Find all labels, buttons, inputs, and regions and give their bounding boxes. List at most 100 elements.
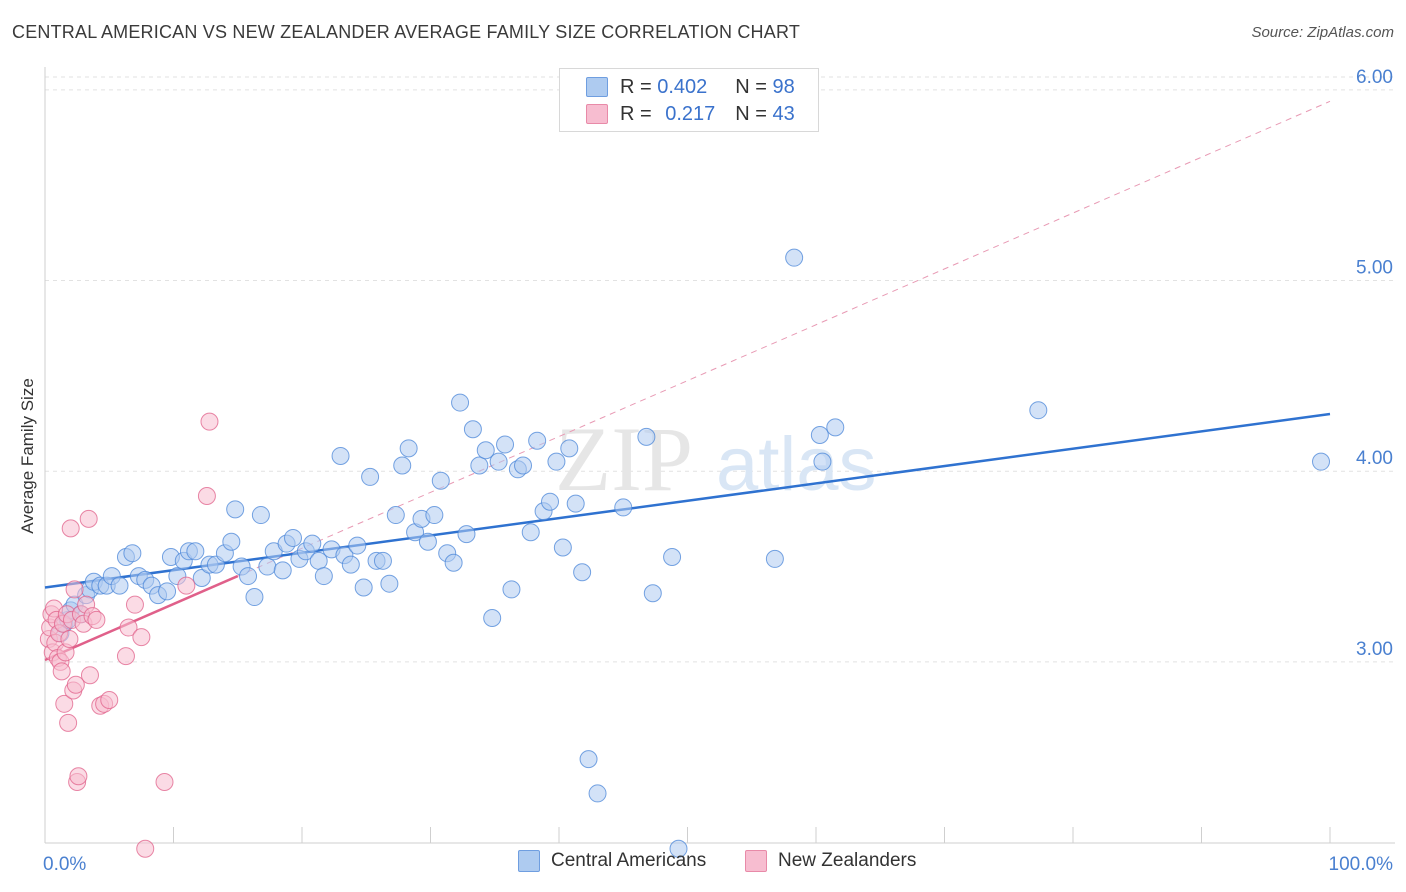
bottom-legend-central-americans: Central Americans: [518, 850, 706, 872]
central-americans-point: [273, 561, 292, 580]
new-zealanders-point: [79, 509, 98, 528]
central-americans-point: [258, 557, 277, 576]
central-americans-point: [476, 441, 495, 460]
central-americans-point: [813, 452, 832, 471]
axes: [44, 67, 1395, 844]
series-central-americans-points: [51, 248, 1331, 858]
new-zealanders-trend-line: [44, 574, 239, 662]
central-americans-point: [514, 456, 533, 475]
correlation-legend: R = 0.402 N = 98 R = 0.217 N = 43: [559, 68, 819, 132]
central-americans-point: [553, 538, 572, 557]
source-credit: Source: ZipAtlas.com: [1251, 24, 1394, 41]
new-zealanders-point: [55, 694, 74, 713]
central-americans-point: [186, 542, 205, 561]
central-americans-point: [239, 567, 258, 586]
new-zealanders-point: [155, 772, 174, 791]
central-americans-point: [463, 420, 482, 439]
central-americans-point: [489, 452, 508, 471]
central-americans-point: [566, 494, 585, 513]
central-americans-point: [669, 839, 688, 858]
new-zealanders-point: [69, 767, 88, 786]
central-americans-point: [314, 567, 333, 586]
central-americans-point: [588, 784, 607, 803]
central-americans-point: [663, 548, 682, 567]
legend-r-label: R =: [620, 102, 658, 125]
y-tick-label: 4.00: [1356, 448, 1393, 469]
central-americans-point: [158, 582, 177, 601]
series-new-zealanders-points: [39, 412, 219, 858]
legend-swatch-new-zealanders: [586, 104, 608, 124]
central-americans-point: [637, 427, 656, 446]
central-americans-point: [331, 446, 350, 465]
x-tick-label-min: 0.0%: [43, 854, 86, 875]
central-americans-point: [643, 584, 662, 603]
central-americans-point: [765, 549, 784, 568]
central-americans-point: [470, 456, 489, 475]
central-americans-point: [222, 532, 241, 551]
central-americans-point: [826, 418, 845, 437]
legend-r-label: R =: [620, 75, 658, 98]
legend-r-value: 0.217: [665, 102, 716, 125]
x-tick-label-max: 100.0%: [1329, 854, 1394, 875]
central-americans-point: [418, 532, 437, 551]
new-zealanders-point: [59, 713, 78, 732]
central-americans-point: [245, 588, 264, 607]
new-zealanders-point: [80, 666, 99, 685]
central-americans-point: [496, 435, 515, 454]
central-americans-point: [547, 452, 566, 471]
central-americans-point: [284, 528, 303, 547]
legend-swatch-central-americans: [586, 77, 608, 97]
central-americans-trend-line: [44, 412, 1331, 589]
central-americans-point: [579, 750, 598, 769]
central-americans-point: [354, 578, 373, 597]
bottom-legend-label-new-zealanders: New Zealanders: [778, 850, 917, 871]
central-americans-point: [521, 523, 540, 542]
new-zealanders-point: [200, 412, 219, 431]
central-americans-point: [393, 456, 412, 475]
central-americans-point: [399, 439, 418, 458]
watermark: ZIP atlas: [555, 408, 877, 510]
central-americans-point: [226, 500, 245, 519]
watermark-zip: ZIP: [555, 408, 693, 510]
legend-n-value: 98: [772, 75, 795, 98]
central-americans-point: [341, 555, 360, 574]
new-zealanders-point: [65, 580, 84, 599]
central-americans-point: [192, 568, 211, 587]
central-americans-point: [810, 425, 829, 444]
y-tick-label: 5.00: [1356, 258, 1393, 279]
new-zealanders-point: [66, 675, 85, 694]
central-americans-point: [451, 393, 470, 412]
bottom-legend-swatch-new-zealanders: [745, 850, 767, 872]
new-zealanders-point: [197, 486, 216, 505]
central-americans-point: [502, 580, 521, 599]
central-americans-point: [348, 536, 367, 555]
central-americans-point: [386, 506, 405, 525]
legend-n-label: N =: [735, 75, 773, 98]
new-zealanders-point: [100, 691, 119, 710]
bottom-legend-label-central-americans: Central Americans: [551, 850, 707, 871]
y-tick-label: 3.00: [1356, 639, 1393, 660]
new-zealanders-point: [52, 662, 71, 681]
central-americans-point: [560, 439, 579, 458]
new-zealanders-point: [125, 595, 144, 614]
central-americans-point: [1312, 452, 1331, 471]
legend-row-central-americans: R = 0.402 N = 98: [586, 75, 795, 99]
trend-lines: [44, 100, 1331, 662]
central-americans-point: [457, 525, 476, 544]
new-zealanders-point: [116, 647, 135, 666]
new-zealanders-point: [177, 576, 196, 595]
central-americans-point: [528, 431, 547, 450]
legend-r-value: 0.402: [657, 75, 708, 98]
central-americans-point: [425, 506, 444, 525]
central-americans-point: [483, 609, 502, 628]
new-zealanders-point: [119, 618, 138, 637]
y-tick-label: 6.00: [1356, 67, 1393, 88]
central-americans-point: [431, 471, 450, 490]
bottom-legend-swatch-central-americans: [518, 850, 540, 872]
central-americans-point: [573, 563, 592, 582]
central-americans-point: [444, 553, 463, 572]
central-americans-point: [380, 574, 399, 593]
central-americans-point: [785, 248, 804, 267]
new-zealanders-point: [132, 628, 151, 647]
